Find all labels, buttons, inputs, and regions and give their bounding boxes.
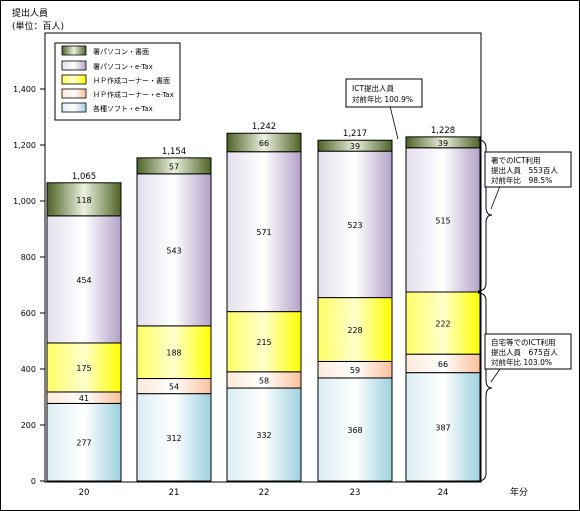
y-tick-label: 1,200	[13, 141, 36, 150]
y-tick-label: 1,400	[13, 85, 36, 94]
bar-segment-office-etax	[226, 151, 302, 313]
y-tick-label: 400	[21, 365, 36, 374]
x-tick-label: 22	[259, 488, 270, 498]
bar-segment-office-etax	[136, 173, 212, 327]
bar-value-label: 54	[169, 383, 179, 392]
ict-total-line2: 対前年比 100.9%	[352, 94, 413, 104]
y-tick-label: 200	[21, 421, 36, 430]
bar-segment-office-etax	[46, 215, 122, 344]
bar-value-label: 66	[259, 139, 269, 148]
unit-label-line1: 提出人員	[12, 7, 48, 19]
bar-value-label: 515	[435, 216, 450, 225]
office-brace	[477, 139, 493, 292]
bar-value-label: 523	[347, 221, 362, 230]
bar-total-label: 1,154	[162, 147, 186, 157]
bar-segment-hp-paper	[46, 342, 122, 393]
bar-total-label: 1,228	[431, 126, 455, 136]
bar-value-label: 228	[347, 326, 362, 335]
bar-value-label: 332	[256, 431, 271, 440]
bar-value-label: 312	[166, 434, 181, 443]
bar-segment-hp-paper	[136, 325, 212, 380]
x-axis: 20 21 22 23 24	[79, 488, 449, 498]
bar-total-label: 1,217	[343, 129, 367, 139]
bar-segment-office-paper	[136, 157, 212, 175]
legend-label-software-etax: 各種ソフト・e-Tax	[93, 104, 153, 113]
bar-segment-hp-paper	[226, 311, 302, 373]
bar-value-label: 175	[76, 364, 91, 373]
legend-label-hp-paper: ＨＰ作成コーナー・書面	[93, 76, 170, 85]
legend-swatch-office-etax	[61, 60, 87, 71]
legend-label-office-paper: 署パソコン・書面	[93, 47, 149, 56]
bar-segment-office-paper	[46, 182, 122, 217]
bar-value-label: 543	[166, 246, 181, 255]
home-line2: 提出人員 675百人	[491, 347, 558, 357]
bar-value-label: 57	[169, 162, 179, 171]
x-tick-label: 23	[350, 488, 361, 498]
x-axis-label: 年分	[510, 486, 528, 498]
office-callout: 署でのICT利用 提出人員 553百人 対前年比 98.5%	[484, 151, 572, 210]
legend-swatch-office-paper	[61, 45, 87, 56]
y-tick-label: 600	[21, 309, 36, 318]
office-line1: 署でのICT利用	[491, 155, 541, 165]
bar-segment-office-paper	[317, 139, 393, 152]
bar-value-label: 454	[76, 276, 91, 285]
home-brace	[477, 292, 493, 482]
home-line1: 自宅等でのICT利用	[491, 337, 556, 347]
bar-segment-software-etax	[226, 387, 302, 482]
bar-segment-office-paper	[405, 136, 481, 149]
y-axis: 0 200 400 600 800 1,000 1,200 1,400	[13, 85, 45, 486]
bar-segment-software-etax	[405, 372, 481, 482]
bar-value-label: 39	[438, 139, 448, 148]
y-tick-label: 1,000	[13, 197, 36, 206]
bar-value-label: 571	[256, 228, 271, 237]
unit-label-line2: (単位：百人)	[12, 20, 64, 32]
home-line3: 対前年比 103.0%	[491, 357, 552, 367]
bars: 277 41 175 454 118 1,065 312 54 188 543 57 1,154 332…	[46, 122, 481, 482]
bar-segment-office-etax	[317, 150, 393, 299]
bar-value-label: 58	[259, 376, 269, 385]
x-tick-label: 21	[169, 488, 180, 498]
bar-value-label: 59	[350, 366, 360, 375]
ict-total-callout: ICT提出人員 対前年比 100.9%	[345, 78, 423, 140]
office-line2: 提出人員 553百人	[491, 165, 558, 175]
bar-value-label: 118	[76, 196, 91, 205]
bar-value-label: 277	[76, 439, 91, 448]
home-callout: 自宅等でのICT利用 提出人員 675百人 対前年比 103.0%	[484, 333, 572, 383]
bar-value-label: 387	[435, 423, 450, 432]
bar-segment-hp-paper	[405, 291, 481, 355]
bar-value-label: 222	[435, 320, 450, 329]
bar-total-label: 1,242	[252, 122, 276, 132]
bar-segment-office-paper	[226, 132, 302, 153]
legend-swatch-hp-paper	[61, 74, 87, 85]
legend-swatch-hp-etax	[61, 88, 87, 99]
bar-value-label: 188	[166, 349, 181, 358]
bar-segment-hp-paper	[317, 297, 393, 362]
y-tick-label: 800	[21, 253, 36, 262]
bar-value-label: 41	[79, 394, 89, 403]
x-tick-label: 24	[438, 488, 449, 498]
bar-value-label: 215	[256, 338, 271, 347]
y-tick-label: 0	[31, 477, 36, 486]
ict-total-line1: ICT提出人員	[352, 83, 395, 93]
legend-label-hp-etax: ＨＰ作成コーナー・e-Tax	[93, 90, 174, 99]
bar-total-label: 1,065	[72, 172, 96, 182]
legend-label-office-etax: 署パソコン・e-Tax	[93, 63, 153, 71]
bar-value-label: 66	[438, 360, 448, 369]
office-line3: 対前年比 98.5%	[491, 175, 552, 185]
bar-value-label: 39	[350, 142, 360, 151]
legend: 署パソコン・書面 署パソコン・e-Tax ＨＰ作成コーナー・書面 ＨＰ作成コーナ…	[54, 42, 181, 121]
bar-segment-office-etax	[405, 147, 481, 293]
x-tick-label: 20	[79, 488, 90, 498]
bar-value-label: 368	[347, 426, 362, 435]
legend-swatch-software-etax	[61, 102, 87, 113]
